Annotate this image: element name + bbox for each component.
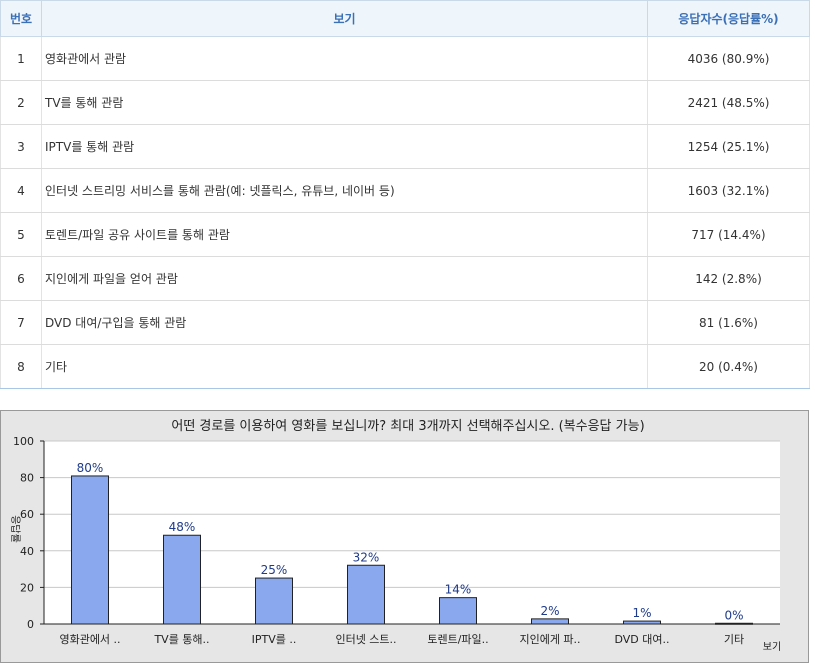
y-tick-label: 20 [20,581,34,594]
y-tick-label: 100 [13,435,34,448]
table-row: 8 기타 20 (0.4%) [0,344,810,389]
x-tick-label: 지인에게 파.. [519,633,580,646]
x-tick-label: IPTV를 .. [252,633,297,646]
y-axis-label: 응답률 [9,515,21,543]
row-option: 토렌트/파일 공유 사이트를 통해 관람 [41,212,648,257]
bar [715,622,753,625]
row-count: 717 (14.4%) [647,212,810,257]
row-option: IPTV를 통해 관람 [41,124,648,169]
row-count: 2421 (48.5%) [647,80,810,125]
data-label: 14% [445,583,472,597]
x-tick-label: 기타 [724,633,744,646]
row-option: 인터넷 스트리밍 서비스를 통해 관람(예: 넷플릭스, 유튜브, 네이버 등) [41,168,648,213]
row-option: DVD 대여/구입을 통해 관람 [41,300,648,345]
chart-title: 어떤 경로를 이용하여 영화를 보십니까? 최대 3개까지 선택해주십시오. (… [171,419,644,434]
x-axis-label: 보기 [763,641,781,653]
chart-panel: 어떤 경로를 이용하여 영화를 보십니까? 최대 3개까지 선택해주십시오. (… [0,410,809,663]
x-tick-label: 인터넷 스트.. [335,633,396,646]
bar [623,620,661,625]
data-label: 2% [540,604,559,618]
x-tick-label: 토렌트/파일.. [427,632,488,646]
table-row: 5 토렌트/파일 공유 사이트를 통해 관람 717 (14.4%) [0,212,810,257]
row-count: 4036 (80.9%) [647,36,810,81]
row-number: 8 [0,344,42,389]
x-tick-label: TV를 통해.. [153,632,209,646]
row-count: 1603 (32.1%) [647,168,810,213]
table-row: 3 IPTV를 통해 관람 1254 (25.1%) [0,124,810,169]
row-number: 7 [0,300,42,345]
bar [163,534,201,625]
data-label: 32% [353,550,380,564]
table-row: 2 TV를 통해 관람 2421 (48.5%) [0,80,810,125]
data-label: 48% [169,520,196,534]
bar [71,475,109,625]
bar [531,618,569,625]
bar [439,597,477,625]
row-number: 1 [0,36,42,81]
table-row: 7 DVD 대여/구입을 통해 관람 81 (1.6%) [0,300,810,345]
row-number: 3 [0,124,42,169]
row-option: TV를 통해 관람 [41,80,648,125]
table-row: 1 영화관에서 관람 4036 (80.9%) [0,36,810,81]
row-number: 5 [0,212,42,257]
data-label: 1% [632,606,651,620]
x-tick-label: DVD 대여.. [614,633,669,646]
data-label: 0% [724,608,743,622]
row-count: 81 (1.6%) [647,300,810,345]
table-row: 4 인터넷 스트리밍 서비스를 통해 관람(예: 넷플릭스, 유튜브, 네이버 등… [0,168,810,213]
row-number: 6 [0,256,42,301]
y-tick-label: 80 [20,472,34,485]
header-no[interactable]: 번호 [0,0,42,37]
row-option: 기타 [41,344,648,389]
table-header-row: 번호 보기 응답자수(응답률%) [0,0,810,37]
row-number: 2 [0,80,42,125]
plot-area [44,441,780,624]
table-row: 6 지인에게 파일을 얻어 관람 142 (2.8%) [0,256,810,301]
y-tick-label: 40 [20,545,34,558]
header-count[interactable]: 응답자수(응답률%) [647,0,810,37]
bar [347,564,385,625]
row-count: 20 (0.4%) [647,344,810,389]
bar-chart: 어떤 경로를 이용하여 영화를 보십니까? 최대 3개까지 선택해주십시오. (… [9,419,781,653]
row-count: 142 (2.8%) [647,256,810,301]
row-option: 영화관에서 관람 [41,36,648,81]
y-tick-label: 60 [20,508,34,521]
row-count: 1254 (25.1%) [647,124,810,169]
survey-results-table: 번호 보기 응답자수(응답률%) 1 영화관에서 관람 4036 (80.9%) 2 T… [0,0,810,389]
row-option: 지인에게 파일을 얻어 관람 [41,256,648,301]
data-label: 80% [77,461,104,475]
bar [255,577,293,625]
data-label: 25% [261,563,288,577]
y-tick-label: 0 [27,618,34,631]
x-tick-label: 영화관에서 .. [59,633,120,646]
row-number: 4 [0,168,42,213]
header-option[interactable]: 보기 [41,0,648,37]
